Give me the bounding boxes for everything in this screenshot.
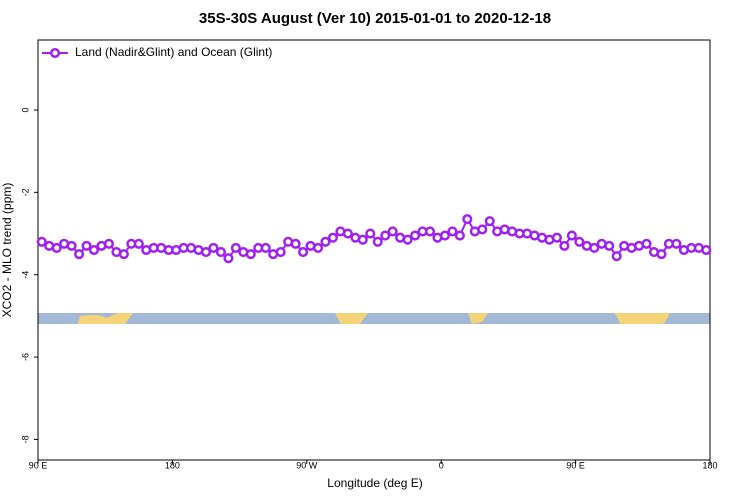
data-point — [357, 234, 368, 245]
data-point — [380, 230, 391, 241]
data-point — [574, 236, 585, 247]
data-point — [559, 240, 570, 251]
data-point — [484, 216, 495, 227]
y-axis-label: XCO2 - MLO trend (ppm) — [0, 183, 14, 318]
data-point — [51, 242, 62, 253]
x-tick-label: 0 — [439, 460, 444, 470]
data-point — [298, 247, 309, 258]
data-point — [215, 247, 226, 258]
data-point — [447, 226, 458, 237]
data-point — [118, 249, 129, 260]
data-point — [372, 236, 383, 247]
data-point — [656, 249, 667, 260]
data-point — [701, 244, 712, 256]
land-ocean-strip — [38, 313, 710, 324]
y-tick-label: -4 — [20, 271, 30, 279]
data-point — [462, 214, 473, 225]
data-point — [342, 228, 353, 239]
data-point — [611, 251, 622, 262]
data-point — [551, 232, 562, 243]
data-point — [81, 240, 92, 251]
data-point — [223, 253, 234, 264]
data-point — [410, 230, 421, 241]
data-point — [566, 230, 577, 241]
data-point — [260, 242, 271, 253]
chart-title: 35S-30S August (Ver 10) 2015-01-01 to 20… — [199, 10, 551, 27]
y-tick-label: -2 — [20, 188, 30, 196]
data-point — [402, 234, 413, 245]
data-point — [290, 238, 301, 249]
y-tick-label: -8 — [20, 435, 30, 443]
data-point — [208, 242, 219, 253]
data-point — [230, 242, 241, 253]
x-tick-label: 90 E — [566, 460, 585, 470]
data-point — [589, 242, 600, 253]
data-point — [275, 247, 286, 258]
x-tick-label: 180 — [165, 460, 180, 470]
data-point — [604, 240, 615, 251]
data-point — [439, 230, 450, 241]
data-point — [133, 238, 144, 249]
x-tick-label: 90 W — [296, 460, 318, 470]
data-point — [387, 226, 398, 237]
x-axis-label: Longitude (deg E) — [327, 476, 422, 490]
data-point — [66, 240, 77, 251]
data-point — [200, 247, 212, 258]
x-tick-label: 90 E — [29, 460, 48, 470]
data-point — [454, 230, 465, 241]
data-point — [477, 224, 488, 235]
data-point — [88, 244, 100, 256]
y-tick-label: 0 — [20, 107, 30, 112]
data-point — [245, 249, 256, 260]
data-point — [312, 242, 324, 253]
legend-marker — [49, 47, 61, 59]
data-point — [327, 232, 338, 243]
data-point — [424, 226, 436, 237]
legend-label: Land (Nadir&Glint) and Ocean (Glint) — [75, 45, 272, 59]
x-tick-label: 180 — [702, 460, 717, 470]
data-point — [365, 228, 376, 239]
y-tick-label: -6 — [20, 353, 30, 361]
data-point — [641, 238, 652, 249]
data-point — [671, 238, 682, 249]
data-point — [36, 236, 47, 247]
data-point — [74, 249, 85, 260]
data-point — [103, 238, 114, 249]
data-point — [320, 236, 331, 247]
